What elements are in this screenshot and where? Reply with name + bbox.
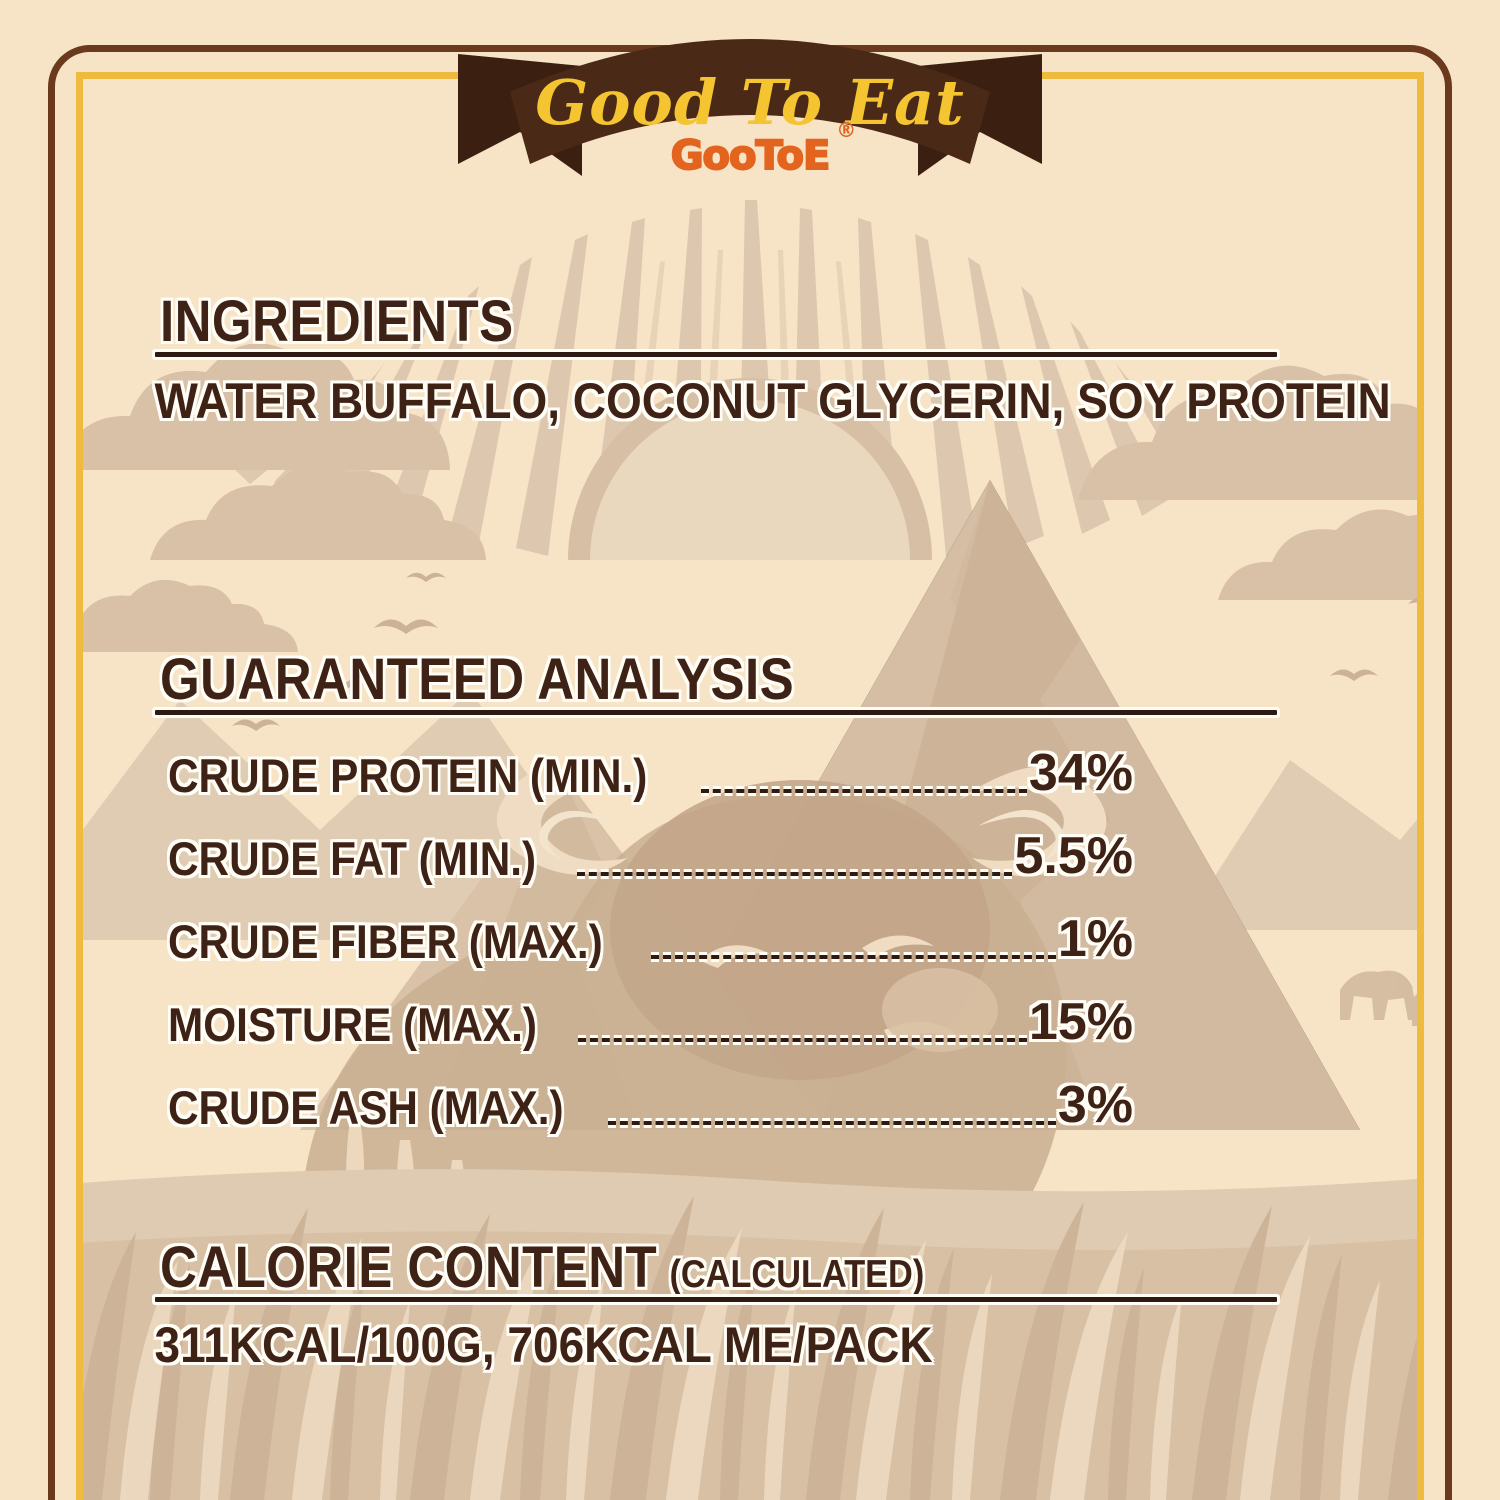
- ingredients-rule: [155, 352, 1277, 357]
- ribbon-shape: [458, 39, 1042, 176]
- leader-dots: [700, 789, 1027, 793]
- leader-dots: [651, 955, 1056, 959]
- analysis-label: CRUDE PROTEIN (MIN.): [168, 749, 648, 802]
- ingredients-body-row: WATER BUFFALO, COCONUT GLYCERIN, SOY PRO…: [0, 376, 1500, 427]
- analysis-value: 15%: [1028, 993, 1133, 1051]
- birds: [232, 572, 1417, 731]
- analysis-value: 5.5%: [1014, 827, 1133, 885]
- analysis-value: 34%: [1028, 744, 1133, 802]
- clouds: [83, 343, 1417, 652]
- brand-logo-text: GooToE ®: [670, 120, 857, 179]
- analysis-label: CRUDE FAT (MIN.): [168, 832, 537, 885]
- analysis-value: 3%: [1057, 1076, 1133, 1134]
- brand-logo-label: GooToE: [670, 133, 832, 179]
- sun-disc: [568, 378, 932, 560]
- calorie-content-section: CALORIE CONTENT (CALCULATED): [0, 1238, 1500, 1297]
- guaranteed-analysis-rule: [155, 710, 1277, 715]
- leader-dots: [577, 872, 1013, 876]
- brand-logo: GooToE ®: [0, 120, 1500, 179]
- analysis-value: 1%: [1057, 910, 1133, 968]
- grass: [83, 1196, 1417, 1500]
- table-row: CRUDE FIBER (MAX.) 1%: [168, 903, 1133, 965]
- brand-banner: Good To Eat: [0, 14, 1500, 224]
- calorie-content-body-row: 311KCAL/100G, 706KCAL ME/PACK: [0, 1320, 1500, 1371]
- analysis-label: CRUDE FIBER (MAX.): [168, 915, 603, 968]
- leader-dots: [577, 1038, 1027, 1042]
- table-row: CRUDE ASH (MAX.) 3%: [168, 1069, 1133, 1131]
- calorie-content-body: 311KCAL/100G, 706KCAL ME/PACK: [154, 1317, 933, 1373]
- calorie-content-title: CALORIE CONTENT (CALCULATED): [160, 1238, 924, 1297]
- guaranteed-analysis-section: GUARANTEED ANALYSIS: [0, 650, 1500, 709]
- registered-trademark-icon: ®: [836, 118, 856, 142]
- ingredients-body: WATER BUFFALO, COCONUT GLYCERIN, SOY PRO…: [154, 373, 1391, 429]
- guaranteed-analysis-title: GUARANTEED ANALYSIS: [160, 647, 795, 712]
- table-row: CRUDE PROTEIN (MIN.) 34%: [168, 737, 1133, 799]
- leader-dots: [607, 1121, 1056, 1125]
- ingredients-section: INGREDIENTS: [0, 292, 1500, 351]
- ingredients-title: INGREDIENTS: [160, 289, 514, 354]
- table-row: MOISTURE (MAX.) 15%: [168, 986, 1133, 1048]
- calorie-content-rule: [155, 1297, 1277, 1302]
- calorie-content-title-main: CALORIE CONTENT: [160, 1235, 658, 1300]
- analysis-label: CRUDE ASH (MAX.): [168, 1081, 564, 1134]
- distant-animals: [1340, 970, 1417, 1026]
- ribbon-band: [510, 39, 990, 164]
- banner-title: Good To Eat: [535, 66, 965, 139]
- analysis-label: MOISTURE (MAX.): [168, 998, 537, 1051]
- calorie-content-title-suffix: (CALCULATED): [669, 1253, 925, 1296]
- table-row: CRUDE FAT (MIN.) 5.5%: [168, 820, 1133, 882]
